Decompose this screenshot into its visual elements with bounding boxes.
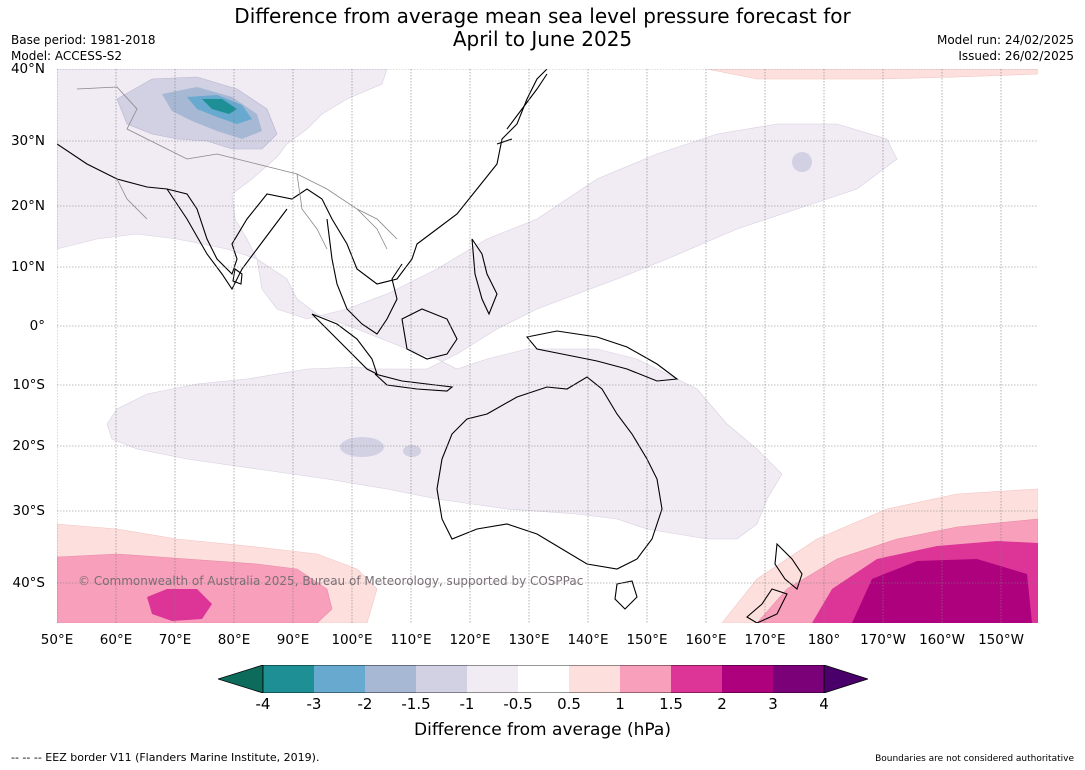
coast-indochina (326, 218, 403, 335)
colorbar-tick: 1.5 (659, 695, 683, 713)
boundaries-disclaimer: Boundaries are not considered authoritat… (875, 754, 1074, 764)
coast-new-guinea (525, 330, 679, 382)
coast-new-zealand-south (746, 588, 788, 623)
lon-tick: 130°E (508, 632, 550, 648)
map-title: Difference from average mean sea level p… (0, 5, 1085, 51)
lat-tick-30s: 30°S (12, 503, 46, 519)
map-canvas (57, 69, 1038, 623)
coast-australia (436, 376, 663, 570)
lon-tick: 160°W (919, 632, 965, 648)
anomaly-fields (57, 69, 1038, 623)
title-line-1: Difference from average mean sea level p… (234, 4, 851, 28)
graticule (57, 69, 1038, 623)
positive-anomaly-north-pacific (706, 69, 1038, 80)
colorbar-label: Difference from average (hPa) (414, 720, 671, 740)
coast-java (374, 373, 454, 392)
lon-tick: 170°W (860, 632, 906, 648)
positive-anomaly-south-indian-2 (57, 553, 333, 623)
negative-anomaly-peak (202, 99, 237, 114)
colorbar-outline (262, 665, 825, 693)
lat-tick-20n: 20°N (10, 198, 45, 214)
lat-tick-40s: 40°S (12, 575, 46, 591)
colorbar-tick: 3 (768, 695, 778, 713)
lat-tick-10n: 10°N (10, 259, 45, 275)
lat-tick-20s: 20°S (12, 438, 46, 454)
border-lines (76, 86, 398, 250)
lon-tick: 120°E (449, 632, 491, 648)
lon-tick: 50°E (40, 632, 74, 648)
lon-tick: 110°E (390, 632, 432, 648)
colorbar-bin (416, 665, 467, 693)
model-text: Model: ACCESS-S2 (11, 49, 123, 63)
issued-text: Issued: 26/02/2025 (958, 49, 1074, 63)
colorbar-bin (722, 665, 773, 693)
coast-new-zealand-north (774, 542, 803, 590)
meta-left: Base period: 1981-2018 Model: ACCESS-S2 (11, 32, 156, 64)
colorbar-tick: -4 (255, 695, 271, 713)
colorbar-extend-high (823, 665, 868, 693)
pressure-anomaly-map (57, 69, 1038, 623)
base-period-text: Base period: 1981-2018 (11, 33, 156, 47)
negative-patch-indian-1 (340, 437, 384, 457)
colorbar-tick: 0.5 (557, 695, 581, 713)
colorbar-bin (263, 665, 314, 693)
colorbar-tick: -1 (459, 695, 475, 713)
lat-tick-30n: 30°N (10, 133, 45, 149)
lon-tick: 100°E (331, 632, 373, 648)
lon-tick: 160°E (685, 632, 727, 648)
lat-tick-10s: 10°S (12, 377, 46, 393)
coast-sri-lanka (232, 268, 243, 285)
lat-tick-0: 0° (29, 318, 45, 334)
lon-tick: 170°E (744, 632, 786, 648)
coast-india (166, 188, 288, 291)
copyright-notice: © Commonwealth of Australia 2025, Bureau… (78, 574, 584, 588)
coastlines (57, 69, 803, 623)
coast-japan (496, 73, 548, 145)
lon-tick: 60°E (99, 632, 133, 648)
colorbar-bin (620, 665, 671, 693)
colorbar-tick: 1 (615, 695, 625, 713)
negative-patch-pacific (792, 152, 812, 172)
coast-asia-mainland (57, 69, 548, 285)
coast-tasmania (614, 580, 638, 610)
model-run-text: Model run: 24/02/2025 (936, 33, 1074, 47)
colorbar-bin (671, 665, 722, 693)
colorbar-tick: -0.5 (503, 695, 533, 713)
lon-tick: 180° (807, 632, 841, 648)
negative-patch-indian-2 (403, 445, 421, 457)
coast-borneo (401, 308, 458, 360)
meta-right: Model run: 24/02/2025 Issued: 26/02/2025 (937, 32, 1074, 64)
lon-tick: 90°E (276, 632, 310, 648)
colorbar-bin (569, 665, 620, 693)
colorbar-bin (365, 665, 416, 693)
colorbar-tick: -2 (357, 695, 373, 713)
lat-tick-40n: 40°N (10, 61, 45, 77)
colorbar-bin (773, 665, 824, 693)
positive-anomaly-south-indian-3 (147, 589, 212, 621)
colorbar-tick: -1.5 (401, 695, 431, 713)
colorbar-bin (467, 665, 518, 693)
colorbar-bin (314, 665, 365, 693)
title-line-2: April to June 2025 (452, 27, 633, 51)
coast-philippines (471, 238, 498, 316)
colorbar-tick: 4 (819, 695, 829, 713)
lon-tick: 150°E (626, 632, 668, 648)
negative-anomaly-zone-north (57, 69, 898, 540)
colorbar (218, 665, 868, 693)
lon-tick: 80°E (217, 632, 251, 648)
colorbar-bin (518, 665, 569, 693)
colorbar-extend-low (218, 665, 264, 693)
lon-tick: 70°E (158, 632, 192, 648)
eez-border-note: -- -- -- EEZ border V11 (Flanders Marine… (11, 751, 320, 764)
colorbar-tick: 2 (717, 695, 727, 713)
country-borders (76, 86, 398, 250)
lon-tick: 140°E (567, 632, 609, 648)
lon-tick: 150°W (978, 632, 1024, 648)
colorbar-tick: -3 (306, 695, 322, 713)
